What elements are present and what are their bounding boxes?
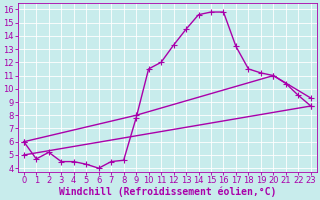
X-axis label: Windchill (Refroidissement éolien,°C): Windchill (Refroidissement éolien,°C): [59, 187, 276, 197]
